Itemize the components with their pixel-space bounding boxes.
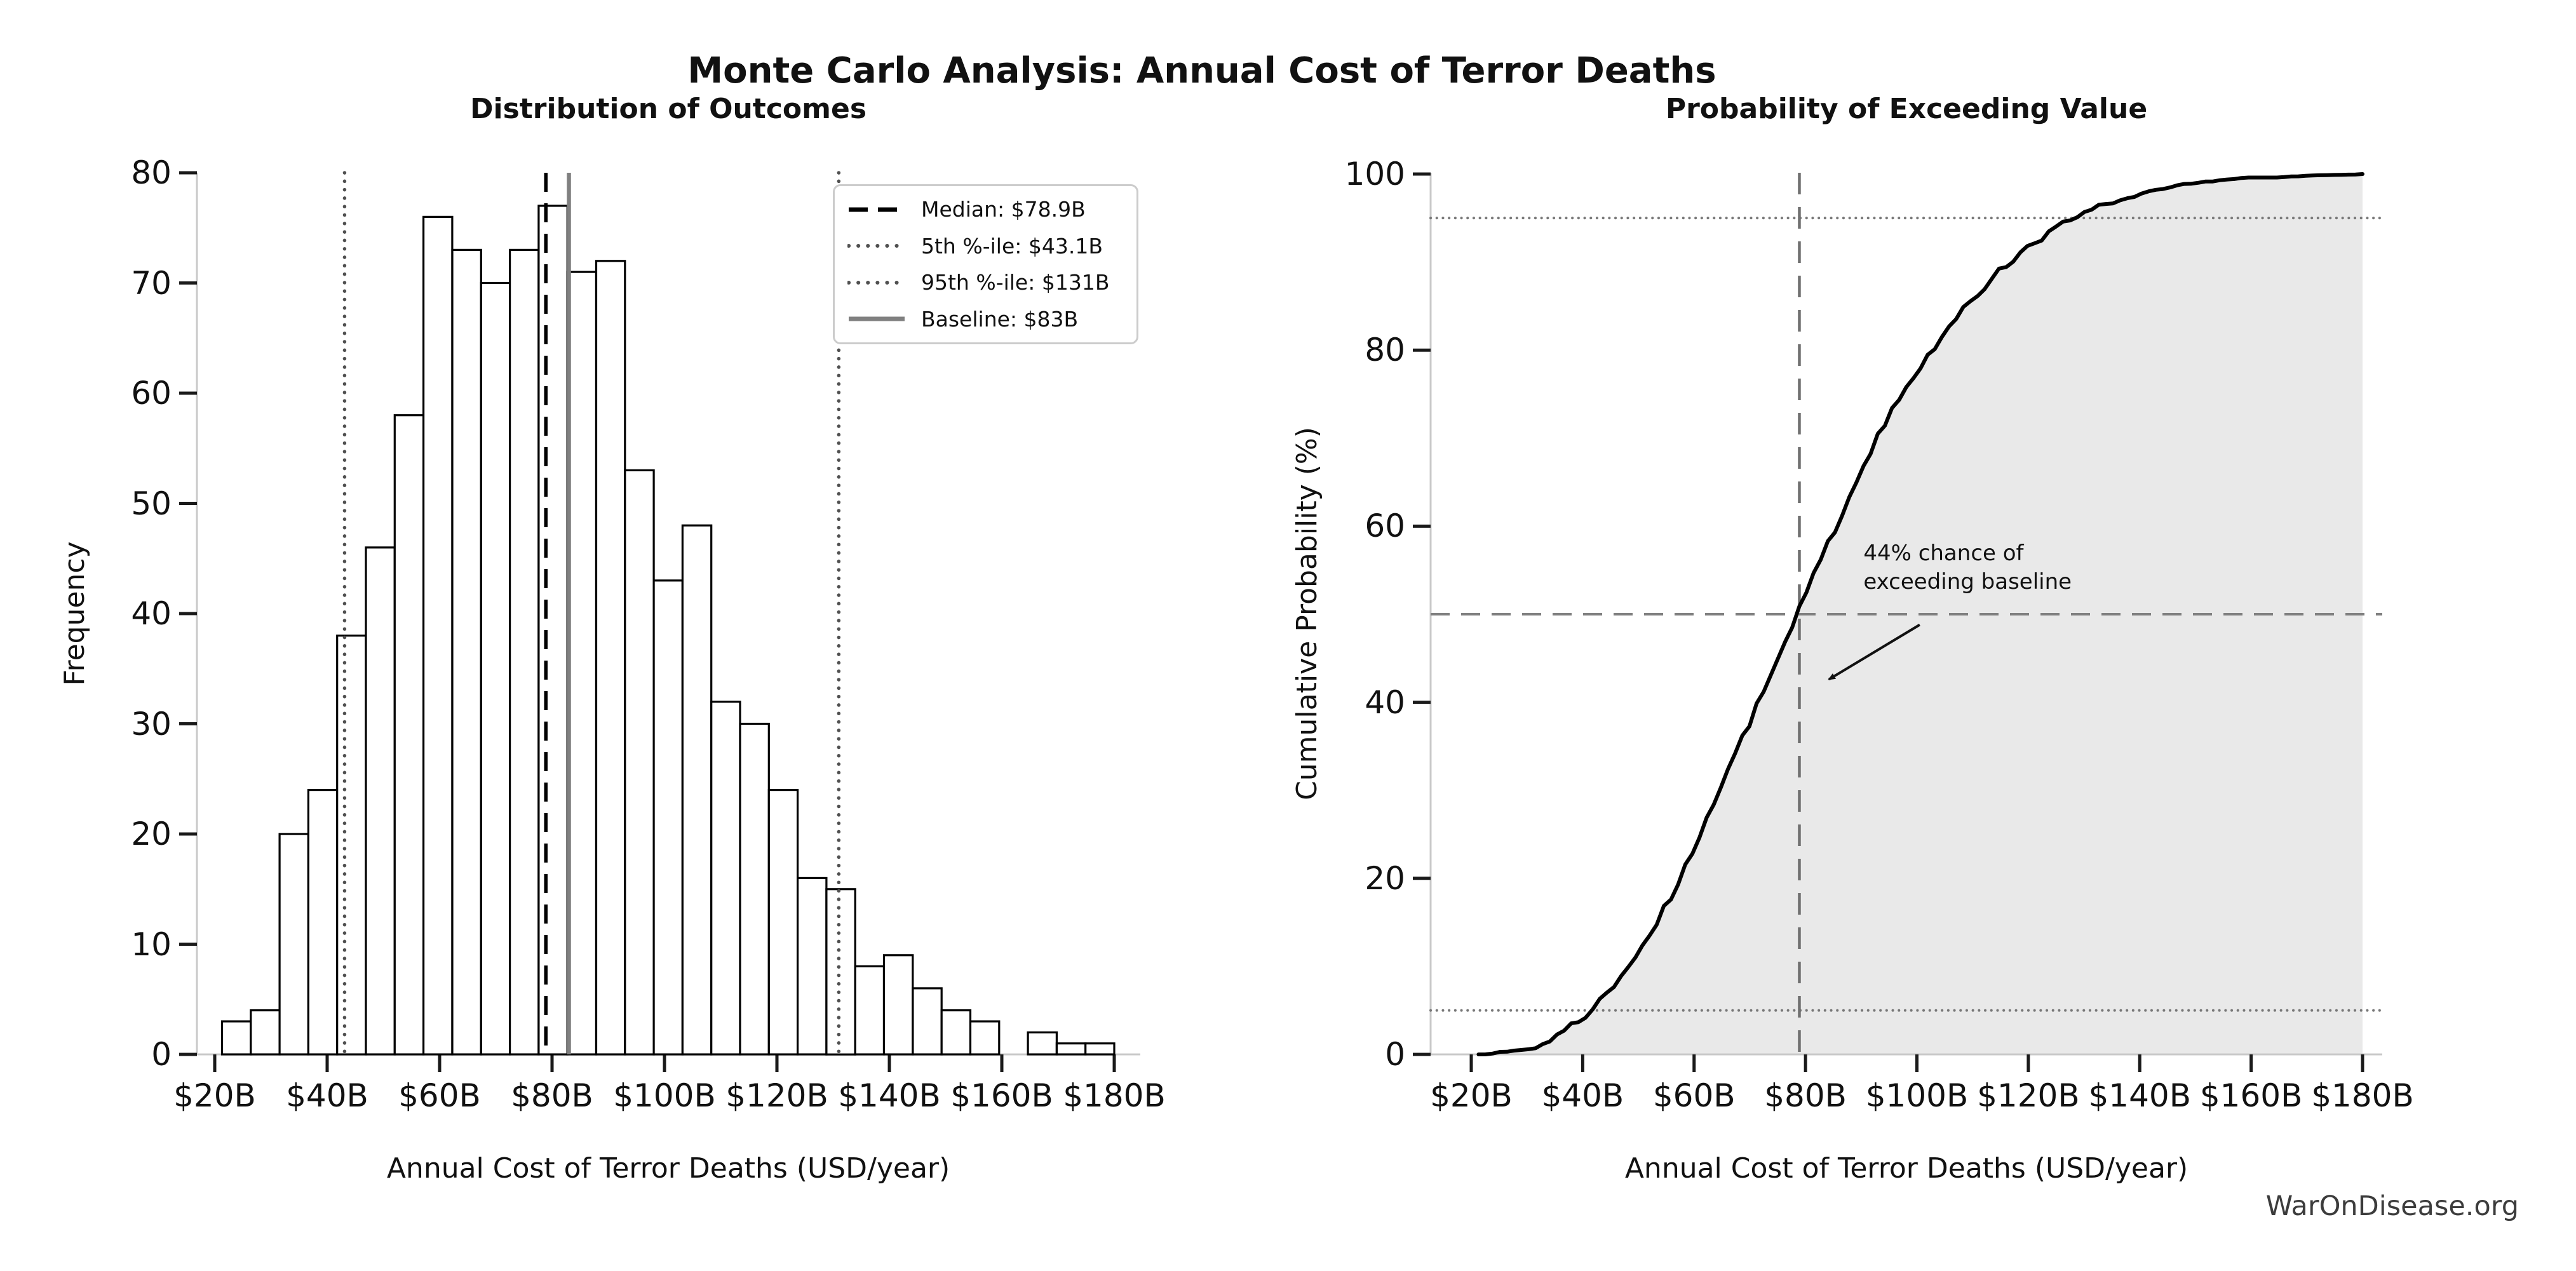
histogram-bar — [854, 965, 886, 1056]
cdf-xtick-label: $120B — [1977, 1077, 2080, 1114]
hist-ytick-label: 20 — [131, 816, 172, 852]
annotation-line-1: 44% chance of — [1863, 541, 2024, 567]
figure-title: Monte Carlo Analysis: Annual Cost of Ter… — [687, 50, 1716, 91]
cdf-xtick-label: $60B — [1652, 1077, 1736, 1114]
cdf-xtick-label: $160B — [2199, 1077, 2303, 1114]
hist-xtick-label: $160B — [950, 1077, 1053, 1114]
legend-label: 95th %-ile: $131B — [921, 270, 1110, 295]
legend-item-0: Median: $78.9B — [847, 197, 1130, 222]
histogram-bar — [278, 833, 310, 1056]
hist-xtick-label: $180B — [1063, 1077, 1166, 1114]
cdf-ytick-label: 20 — [1365, 859, 1405, 897]
annotation-text: 44% chance of exceeding baseline — [1863, 539, 2072, 596]
histogram-bar — [624, 469, 655, 1056]
histogram-bar — [393, 414, 425, 1056]
hist-ytick-label: 0 — [151, 1036, 172, 1073]
legend: Median: $78.9B 5th %-ile: $43.1B 95th %-il… — [833, 184, 1138, 344]
cdf-ytick-label: 60 — [1365, 508, 1405, 545]
legend-line-sample — [847, 280, 906, 285]
histogram-bar — [767, 788, 799, 1056]
hist-ytick-label: 50 — [131, 485, 172, 522]
histogram-bar — [220, 1020, 252, 1056]
histogram-bar — [940, 1009, 972, 1056]
watermark: WarOnDisease.org — [2265, 1190, 2519, 1222]
hist-ytick-label: 30 — [131, 705, 172, 743]
cdf-xtick-label: $100B — [1865, 1077, 1969, 1114]
hist-xtick-label: $140B — [838, 1077, 941, 1114]
cdf-title: Probability of Exceeding Value — [1665, 93, 2148, 125]
histogram-bars — [220, 205, 1116, 1056]
histogram-bar — [1084, 1042, 1116, 1056]
cdf-ytick-label: 40 — [1365, 683, 1405, 721]
cdf-xtick-label: $140B — [2088, 1077, 2192, 1114]
cdf-ytick-label: 100 — [1344, 156, 1405, 192]
histogram-title: Distribution of Outcomes — [469, 93, 867, 125]
hist-xtick-label: $60B — [398, 1077, 481, 1114]
hist-xtick-label: $100B — [613, 1077, 716, 1114]
hist-xtick-label: $80B — [511, 1077, 593, 1114]
histogram-bar — [566, 271, 598, 1056]
histogram-bar — [969, 1020, 1001, 1056]
cdf-ytick-label: 80 — [1365, 332, 1405, 369]
legend-line-sample — [849, 316, 905, 321]
annotation-line-2: exceeding baseline — [1863, 569, 2072, 595]
histogram-bar — [422, 215, 454, 1056]
histogram-bar — [681, 524, 713, 1056]
cdf-ytick-label: 0 — [1385, 1036, 1405, 1073]
legend-line-sample — [849, 207, 905, 212]
hist-ytick-label: 70 — [131, 264, 172, 302]
histogram-bar — [336, 635, 367, 1056]
hist-xtick-label: $120B — [725, 1077, 828, 1114]
histogram-bar — [595, 260, 626, 1056]
hist-ytick-label: 60 — [131, 375, 172, 412]
legend-label: Baseline: $83B — [921, 306, 1079, 332]
cdf-xtick-label: $20B — [1430, 1077, 1513, 1114]
cdf-yaxis-label: Cumulative Probability (%) — [1291, 427, 1323, 800]
legend-item-2: 95th %-ile: $131B — [847, 270, 1130, 295]
hist-ytick-label: 40 — [131, 595, 172, 632]
histogram-bar — [652, 579, 684, 1056]
histogram-bar — [537, 205, 569, 1056]
histogram-bar — [451, 248, 482, 1056]
histogram-bar — [1027, 1031, 1058, 1056]
hist-xtick-label: $20B — [173, 1077, 256, 1114]
legend-item-1: 5th %-ile: $43.1B — [847, 234, 1130, 259]
legend-label: 5th %-ile: $43.1B — [921, 233, 1103, 259]
annotation-arrow — [1828, 623, 1920, 681]
histogram-bar — [710, 701, 741, 1056]
histogram-bar — [250, 1009, 281, 1056]
histogram-bar — [1055, 1042, 1087, 1056]
legend-item-3: Baseline: $83B — [847, 307, 1130, 332]
cdf-xaxis-label: Annual Cost of Terror Deaths (USD/year) — [1624, 1152, 2188, 1185]
hist-ytick-label: 80 — [131, 154, 172, 191]
histogram-bar — [307, 788, 339, 1056]
legend-line-sample — [847, 244, 906, 248]
cdf-xtick-label: $180B — [2311, 1077, 2414, 1114]
histogram-bar — [796, 877, 828, 1056]
histogram-bar — [882, 954, 914, 1056]
histogram-bar — [480, 281, 511, 1056]
hist-xtick-label: $40B — [286, 1077, 368, 1114]
histogram-bar — [508, 248, 540, 1056]
legend-label: Median: $78.9B — [921, 197, 1086, 222]
cdf-xtick-label: $80B — [1764, 1077, 1847, 1114]
cdf-curve — [1476, 172, 2364, 1056]
cdf-xtick-label: $40B — [1541, 1077, 1624, 1114]
histogram-bar — [825, 888, 856, 1056]
histogram-bar — [739, 722, 770, 1056]
hist-ytick-label: 10 — [131, 925, 172, 963]
histogram-xaxis-label: Annual Cost of Terror Deaths (USD/year) — [386, 1152, 950, 1185]
histogram-bar — [365, 546, 396, 1056]
histogram-bar — [912, 987, 943, 1056]
